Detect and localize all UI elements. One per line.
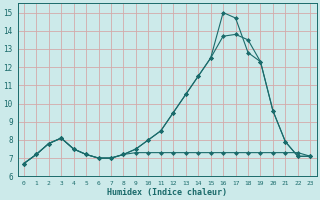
- X-axis label: Humidex (Indice chaleur): Humidex (Indice chaleur): [107, 188, 227, 197]
